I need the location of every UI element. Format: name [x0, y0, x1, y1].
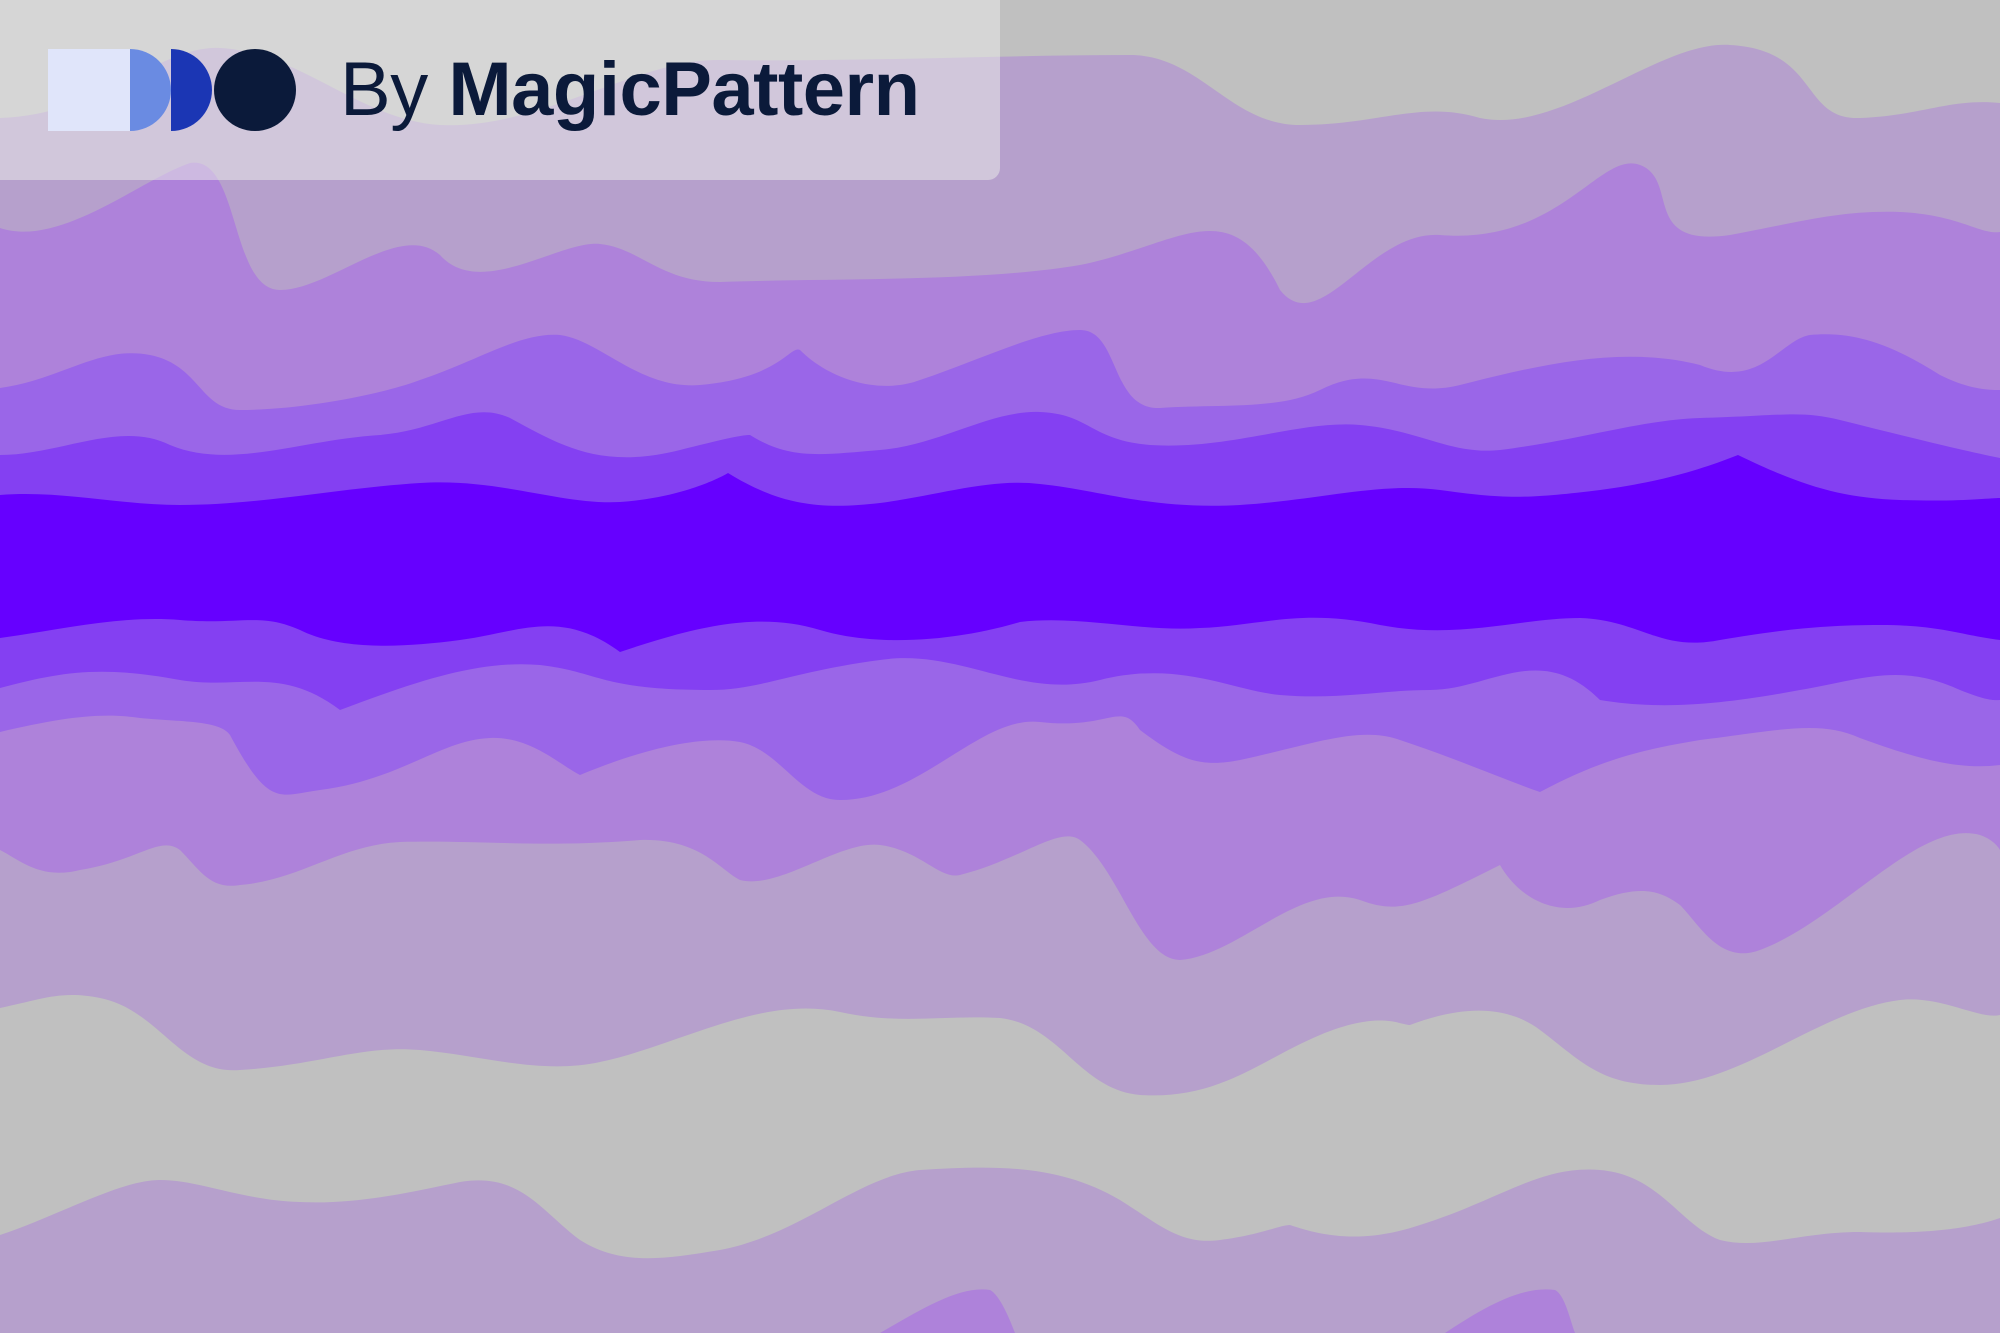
- logo-half-circle-light: [130, 49, 171, 131]
- wave-bump-bottom-left: [880, 1289, 1015, 1333]
- brand-name: MagicPattern: [448, 47, 920, 132]
- logo-half-circle-dark: [171, 49, 212, 131]
- logo-circle: [214, 49, 296, 131]
- brand-row: By MagicPattern: [48, 49, 920, 131]
- magicpattern-logo-icon: [48, 49, 296, 131]
- wave-band-lower: [0, 1167, 2000, 1333]
- brand-wordmark: By MagicPattern: [340, 49, 920, 131]
- logo-square: [48, 49, 130, 131]
- brand-prefix: By: [340, 47, 428, 132]
- wave-bump-bottom-right: [1445, 1289, 1575, 1333]
- brand-badge[interactable]: By MagicPattern: [0, 0, 1000, 180]
